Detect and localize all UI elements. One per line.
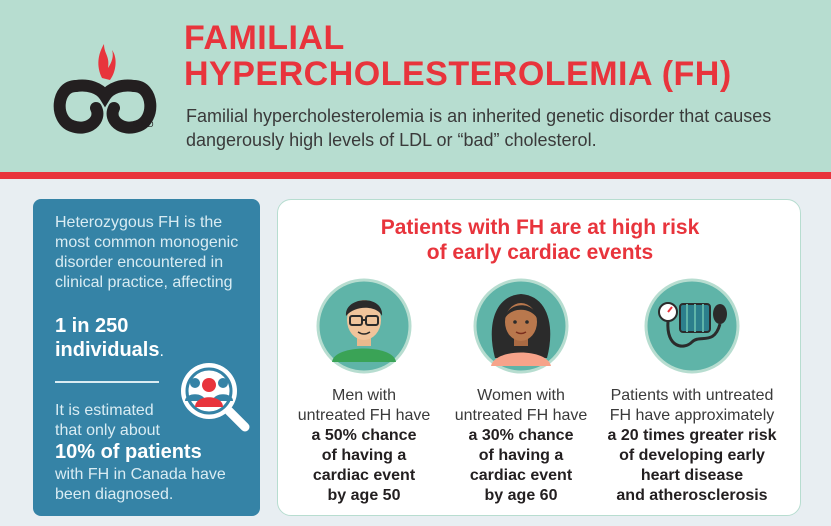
prevalence-panel: Heterozygous FH is the most common monog… [33,199,260,516]
prevalence-stat-line-1: 1 in 250 [55,315,129,337]
men-risk-stat-line-2: of having a [321,447,407,464]
risk-panel: Patients with FH are at high risk of ear… [277,199,801,516]
women-risk-stat-line-4: by age 60 [484,487,558,504]
prevalence-stat: 1 in 250 individuals. [55,314,164,364]
diagnosed-stat: 10% of patients [55,441,202,463]
women-risk-stat: a 30% chance of having a cardiac event b… [436,426,606,506]
prevalence-intro: Heterozygous FH is the most common monog… [55,214,239,291]
untreated-risk-stat-line-3: heart disease [640,467,744,484]
search-patient-icon [181,363,250,432]
risk-heading-line-1: Patients with FH are at high risk [380,216,700,239]
heart-flame-logo-icon [53,44,157,134]
men-risk-stat-line-4: by age 50 [327,487,401,504]
women-risk-text-line-1: Women with [477,387,565,404]
woman-icon [473,278,569,374]
men-risk-text-line-1: Men with [331,387,397,404]
risk-column-untreated: Patients with untreated FH have approxim… [592,278,792,506]
header-divider [0,172,831,179]
estimate-text: It is estimated that only about [55,402,160,439]
untreated-risk-text: Patients with untreated FH have approxim… [592,386,792,426]
untreated-risk-stat: a 20 times greater risk of developing ea… [592,426,792,506]
risk-column-women: Women with untreated FH have a 30% chanc… [436,278,606,506]
panel-divider [55,381,159,383]
prevalence-stat-line-2: individuals. [55,339,164,361]
women-risk-text: Women with untreated FH have [436,386,606,426]
risk-heading: Patients with FH are at high risk of ear… [278,215,802,265]
women-risk-stat-line-2: of having a [478,447,564,464]
women-risk-stat-line-1: a 30% chance [468,427,574,444]
untreated-risk-text-line-1: Patients with untreated [610,387,774,404]
trademark-mark: ® MD [133,120,154,129]
untreated-risk-stat-line-1: a 20 times greater risk [607,427,777,444]
title-line-1: FAMILIAL [184,19,345,57]
women-risk-stat-line-3: cardiac event [469,467,573,484]
men-risk-stat: a 50% chance of having a cardiac event b… [279,426,449,506]
title-line-2: HYPERCHOLESTEROLEMIA (FH) [184,55,732,93]
blood-pressure-monitor-icon [644,278,740,374]
page-title: FAMILIAL HYPERCHOLESTEROLEMIA (FH) [184,20,732,92]
untreated-risk-text-line-2: FH have approximately [609,407,775,424]
risk-column-men: Men with untreated FH have a 50% chance … [279,278,449,506]
page-subtitle: Familial hypercholesterolemia is an inhe… [186,106,772,150]
diagnosed-text: with FH in Canada have been diagnosed. [55,466,226,503]
untreated-risk-stat-line-4: and atherosclerosis [616,487,768,504]
man-icon [316,278,412,374]
men-risk-text-line-2: untreated FH have [297,407,431,424]
men-risk-stat-line-3: cardiac event [312,467,416,484]
men-risk-stat-line-1: a 50% chance [311,427,417,444]
men-risk-text: Men with untreated FH have [279,386,449,426]
risk-heading-line-2: of early cardiac events [426,241,654,264]
women-risk-text-line-2: untreated FH have [454,407,588,424]
untreated-risk-stat-line-2: of developing early [619,447,765,464]
